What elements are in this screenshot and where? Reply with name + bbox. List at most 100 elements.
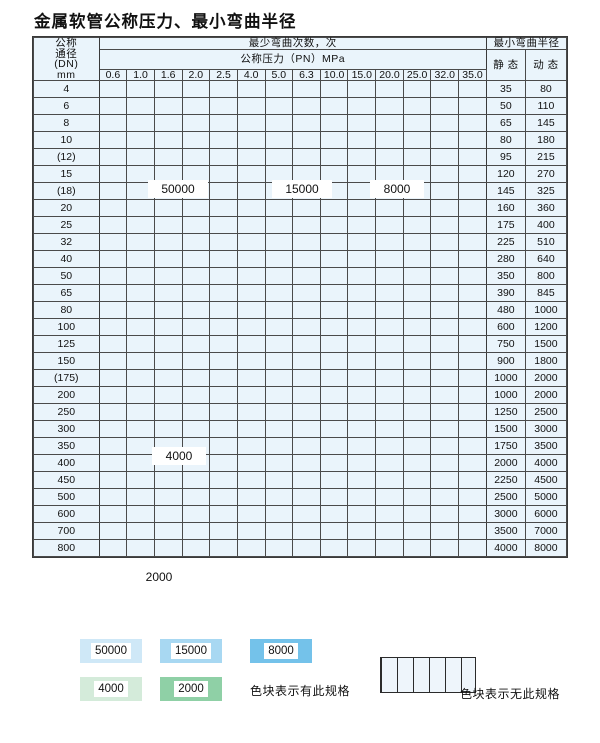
- spec-cell: [126, 420, 155, 438]
- dn-value: 800: [33, 539, 100, 557]
- static-radius-value: 120: [485, 165, 526, 183]
- spec-cell: [319, 80, 349, 98]
- dynamic-radius-value: 1800: [524, 352, 568, 370]
- spec-cell: [153, 148, 183, 166]
- static-radius-value: 750: [485, 335, 526, 353]
- spec-cell: [209, 301, 238, 319]
- static-radius-value: 3500: [485, 522, 526, 540]
- spec-cell: [458, 539, 487, 557]
- legend-has-spec-note: 色块表示有此规格: [250, 684, 351, 698]
- dn-value: 15: [33, 165, 100, 183]
- spec-cell: [126, 335, 155, 353]
- spec-cell: [126, 403, 155, 421]
- spec-cell: [347, 522, 377, 540]
- spec-cell: [181, 403, 211, 421]
- spec-cell: [181, 301, 211, 319]
- spec-cell: [375, 267, 404, 285]
- spec-cell: [292, 216, 321, 234]
- table-row: 800 4000 8000: [33, 539, 568, 557]
- spec-cell: [236, 386, 266, 404]
- spec-cell: [126, 182, 155, 200]
- dn-value: (18): [33, 182, 100, 200]
- table-row: 25 175 400: [33, 216, 568, 234]
- spec-cell: [319, 539, 349, 557]
- spec-cell: [98, 131, 128, 149]
- spec-cell: [402, 114, 432, 132]
- spec-cell: [458, 284, 487, 302]
- spec-cell: [153, 352, 183, 370]
- static-radius-value: 145: [485, 182, 526, 200]
- spec-cell: [319, 284, 349, 302]
- dynamic-radius-value: 2000: [524, 386, 568, 404]
- table-row: 400 2000 4000: [33, 454, 568, 472]
- spec-cell: [264, 80, 294, 98]
- spec-cell: [181, 148, 211, 166]
- spec-cell: [264, 420, 294, 438]
- spec-cell: [347, 148, 377, 166]
- spec-cell: [292, 233, 321, 251]
- spec-cell: [402, 80, 432, 98]
- dn-header-cell: 公称 通径 (DN) mm: [33, 37, 100, 81]
- spec-cell: [264, 199, 294, 217]
- spec-cell: [153, 539, 183, 557]
- dynamic-radius-value: 510: [524, 233, 568, 251]
- spec-cell: [126, 216, 155, 234]
- spec-cell: [181, 97, 211, 115]
- static-radius-value: 390: [485, 284, 526, 302]
- spec-cell: [236, 539, 266, 557]
- spec-cell: [181, 539, 211, 557]
- spec-cell: [264, 301, 294, 319]
- spec-cell: [292, 454, 321, 472]
- spec-cell: [126, 505, 155, 523]
- spec-cell: [375, 233, 404, 251]
- spec-cell: [236, 335, 266, 353]
- spec-cell: [236, 301, 266, 319]
- spec-cell: [430, 148, 460, 166]
- table-header: 公称 通径 (DN) mm 最少弯曲次数，次 最小弯曲半径 公称压力（PN）MP…: [33, 37, 568, 81]
- spec-cell: [264, 369, 294, 387]
- table-row: 20 160 360: [33, 199, 568, 217]
- dn-value: 500: [33, 488, 100, 506]
- dn-header-line-3: mm: [57, 68, 76, 81]
- spec-cell: [209, 199, 238, 217]
- header-row-1: 公称 通径 (DN) mm 最少弯曲次数，次 最小弯曲半径: [33, 37, 568, 81]
- spec-cell: [375, 318, 404, 336]
- table-row: 150 900 1800: [33, 352, 568, 370]
- spec-cell: [98, 148, 128, 166]
- spec-cell: [98, 471, 128, 489]
- spec-cell: [319, 386, 349, 404]
- spec-cell: [126, 267, 155, 285]
- spec-cell: [181, 284, 211, 302]
- spec-cell: [292, 505, 321, 523]
- static-radius-value: 3000: [485, 505, 526, 523]
- spec-cell: [209, 437, 238, 455]
- spec-cell: [126, 437, 155, 455]
- spec-cell: [264, 539, 294, 557]
- pressure-col-header: 15.0: [347, 68, 377, 81]
- spec-cell: [98, 386, 128, 404]
- spec-cell: [153, 80, 183, 98]
- spec-cell: [236, 165, 266, 183]
- spec-cell: [458, 301, 487, 319]
- static-radius-value: 900: [485, 352, 526, 370]
- spec-cell: [402, 318, 432, 336]
- spec-cell: [209, 284, 238, 302]
- dn-value: 65: [33, 284, 100, 302]
- spec-cell: [347, 420, 377, 438]
- spec-cell: [153, 335, 183, 353]
- spec-cell: [236, 318, 266, 336]
- spec-value-label: 50000: [148, 180, 208, 198]
- spec-cell: [153, 250, 183, 268]
- static-radius-value: 160: [485, 199, 526, 217]
- spec-cell: [153, 403, 183, 421]
- spec-cell: [402, 335, 432, 353]
- spec-cell: [209, 97, 238, 115]
- table-row: 8 65 145: [33, 114, 568, 132]
- spec-cell: [458, 199, 487, 217]
- spec-cell: [319, 352, 349, 370]
- spec-cell: [98, 233, 128, 251]
- no-spec-swatch: [380, 657, 476, 693]
- min-radius-header: 最小弯曲半径: [485, 37, 568, 50]
- spec-cell: [347, 114, 377, 132]
- spec-cell: [209, 165, 238, 183]
